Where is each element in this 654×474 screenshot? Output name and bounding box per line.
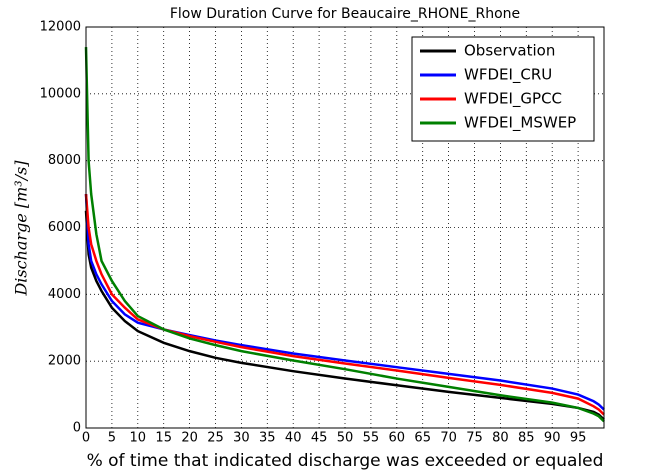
x-tick-label: 55: [363, 431, 380, 446]
x-tick-label: 0: [82, 431, 90, 446]
chart-title: Flow Duration Curve for Beaucaire_RHONE_…: [170, 6, 520, 22]
x-tick-label: 75: [466, 431, 483, 446]
x-tick-label: 15: [155, 431, 172, 446]
data-line: [84, 194, 605, 411]
legend-label: WFDEI_GPCC: [464, 90, 562, 109]
y-axis-label: Discharge [m³/s]: [12, 160, 31, 297]
x-tick-label: 70: [440, 431, 457, 446]
x-tick-label: 30: [233, 431, 250, 446]
plot-frame: [85, 26, 605, 429]
x-tick-label: 10: [130, 431, 147, 446]
legend-label: WFDEI_MSWEP: [464, 114, 576, 133]
y-tick-label: 12000: [40, 20, 81, 35]
x-tick-label: 5: [108, 431, 116, 446]
x-tick-label: 85: [518, 431, 535, 446]
x-tick-label: 20: [181, 431, 198, 446]
x-axis-label: % of time that indicated discharge was e…: [87, 451, 604, 471]
x-tick-label: 40: [285, 431, 302, 446]
x-tick-label: 65: [414, 431, 431, 446]
data-line: [84, 193, 605, 416]
y-tick-label: 2000: [48, 354, 81, 369]
y-tick-label: 6000: [48, 220, 81, 235]
x-tick-label: 35: [259, 431, 276, 446]
y-tick-label: 4000: [48, 287, 81, 302]
y-tick-label: 0: [73, 421, 81, 436]
y-tick-label: 8000: [48, 153, 81, 168]
legend-label: WFDEI_CRU: [464, 66, 552, 85]
y-tick-label: 10000: [40, 86, 81, 101]
x-tick-label: 50: [337, 431, 354, 446]
x-tick-label: 45: [311, 431, 328, 446]
x-tick-label: 95: [570, 431, 587, 446]
x-tick-label: 80: [492, 431, 509, 446]
x-tick-label: 60: [389, 431, 406, 446]
x-tick-label: 25: [207, 431, 224, 446]
data-line: [84, 47, 605, 423]
legend-label: Observation: [464, 42, 555, 60]
x-tick-label: 90: [544, 431, 561, 446]
